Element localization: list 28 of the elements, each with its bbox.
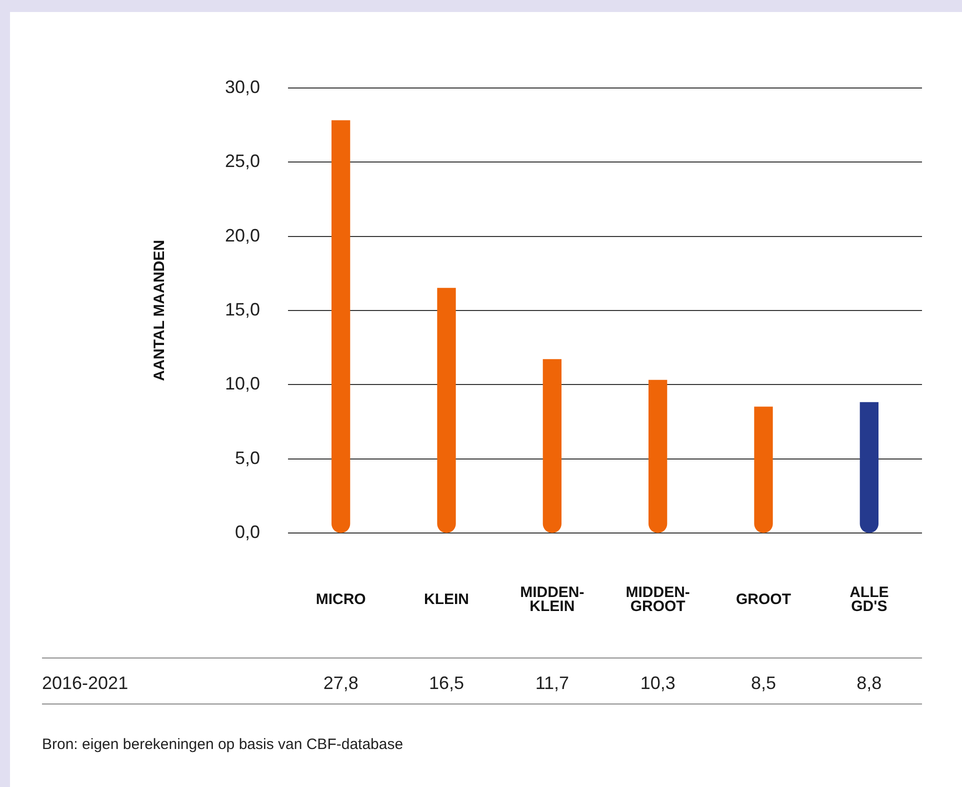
y-tick-label: 20,0 [224,225,260,246]
data-label: 16,5 [428,672,464,693]
y-tick-label: 15,0 [224,299,260,320]
x-tick-label: MIDDEN-GROOT [626,584,690,616]
data-label: 11,7 [535,672,570,693]
data-label: 10,3 [640,672,676,693]
data-label: 8,5 [750,672,776,693]
text: Bron: eigen berekeningen op basis van CBF-database [42,736,404,754]
y-tick-label: 5,0 [234,448,260,468]
bar [754,406,773,533]
bar [332,120,350,533]
y-tick-label: 25,0 [224,151,260,172]
bar [437,288,456,533]
x-tick-label: ALLE GD'S [850,584,889,616]
x-tick-label: KLEIN [424,591,469,608]
bar [860,402,878,533]
text: 2016-2021 [42,672,128,693]
data-label: 8,8 [856,672,882,693]
data-label: 27,8 [323,672,358,693]
x-tick-label: MIDDEN-KLEIN [520,584,584,616]
y-tick-label: 10,0 [224,374,260,394]
y-tick-label: 30,0 [224,76,260,97]
x-tick-label: MICRO [316,591,366,608]
y-tick-label: 0,0 [234,522,260,542]
bar [648,380,668,533]
bar [542,359,562,533]
y-axis-title: AANTAL MAANDEN [151,240,168,382]
x-tick-label: GROOT [736,591,791,608]
